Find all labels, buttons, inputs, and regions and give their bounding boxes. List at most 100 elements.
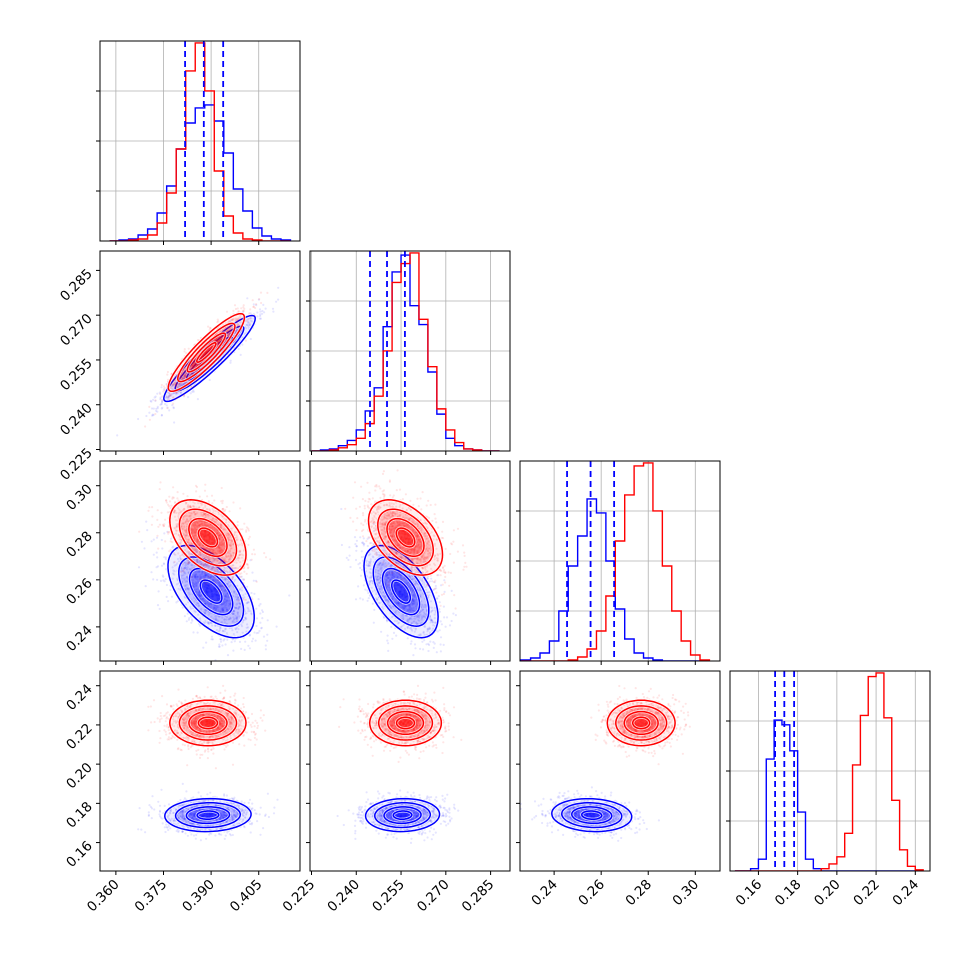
scatter-point [159, 403, 162, 406]
scatter-point [235, 606, 238, 609]
scatter-point [249, 308, 252, 311]
scatter-point [228, 543, 231, 547]
scatter-point [187, 562, 190, 565]
scatter-point [208, 378, 211, 382]
scatter-point [193, 534, 196, 537]
scatter-point [156, 410, 159, 413]
scatter-point [193, 362, 196, 365]
scatter-point [156, 578, 159, 581]
scatter-point [196, 339, 199, 342]
scatter-point [235, 598, 238, 601]
scatter-point [235, 534, 238, 537]
scatter-point [236, 556, 240, 559]
scatter-point [224, 560, 227, 563]
scatter-point [175, 523, 178, 526]
scatter-point [211, 568, 214, 571]
scatter-point [223, 559, 226, 562]
scatter-point [227, 618, 231, 621]
scatter-point [192, 390, 195, 393]
scatter-point [156, 392, 159, 395]
histogram-panel-3 [730, 671, 930, 871]
scatter-point [225, 601, 228, 605]
contour-blue [199, 579, 223, 604]
scatter-point [151, 515, 154, 518]
scatter-point [198, 593, 201, 596]
scatter-point [257, 631, 260, 634]
scatter-point [224, 594, 227, 597]
scatter-point [217, 619, 220, 622]
scatter-point [384, 583, 387, 586]
scatter-point [237, 317, 240, 320]
scatter-point [223, 618, 226, 622]
scatter-point [182, 522, 185, 525]
scatter-point [249, 312, 252, 315]
scatter-point [216, 531, 219, 535]
scatter-point [191, 619, 194, 622]
scatter-point [217, 584, 220, 587]
scatter-point [255, 624, 258, 628]
scatter-point [224, 628, 227, 631]
scatter-point [163, 532, 166, 535]
scatter-point [247, 601, 250, 604]
scatter-point [169, 548, 172, 552]
scatter-point [199, 553, 202, 557]
scatter-point [261, 610, 264, 614]
scatter-point [231, 612, 234, 616]
scatter-point [178, 382, 181, 385]
scatter-point [183, 579, 186, 582]
scatter-point [361, 598, 364, 601]
scatter-point [227, 604, 230, 607]
scatter-point [144, 585, 147, 588]
scatter-point [378, 581, 381, 584]
histogram-red-3 [734, 672, 924, 871]
scatter-point [183, 373, 186, 376]
scatter-point [218, 534, 221, 538]
scatter-point [209, 526, 212, 529]
scatter-point [243, 598, 246, 601]
scatter-point [222, 603, 225, 606]
scatter-point [230, 547, 233, 550]
scatter-point [219, 627, 222, 630]
scatter-point [152, 578, 155, 581]
scatter-point [198, 594, 201, 597]
scatter-point [196, 524, 199, 527]
scatter-point [238, 605, 241, 608]
scatter-point [184, 584, 187, 587]
scatter-point [177, 552, 180, 555]
scatter-point [205, 524, 208, 527]
scatter-point [220, 544, 223, 547]
scatter-point [204, 574, 207, 578]
scatter-point [219, 335, 222, 338]
scatter-point [220, 585, 223, 588]
scatter-point [204, 524, 207, 527]
scatter-point [220, 568, 223, 571]
scatter-point [182, 382, 186, 385]
scatter-point [227, 552, 230, 555]
scatter-point [220, 607, 223, 610]
scatter-point [174, 383, 177, 386]
scatter-point [206, 621, 209, 624]
scatter-point [225, 661, 227, 663]
scatter-point [184, 535, 187, 538]
histogram-red-2 [521, 462, 711, 661]
scatter-point [207, 325, 210, 328]
scatter-point [205, 601, 208, 605]
scatter-point [172, 384, 175, 387]
scatter-point [217, 340, 220, 343]
scatter-point [226, 327, 229, 330]
scatter-point [234, 317, 238, 320]
scatter-point [231, 612, 234, 615]
scatter-point [200, 513, 203, 517]
scatter-point [340, 507, 343, 511]
scatter-point [187, 587, 190, 590]
scatter-point [214, 624, 217, 627]
scatter-point [246, 297, 249, 300]
scatter-point [217, 512, 220, 516]
histogram-blue-0 [109, 104, 292, 241]
scatter-point [174, 553, 177, 556]
scatter-point [243, 648, 246, 652]
scatter-point [234, 318, 237, 321]
scatter-point [217, 566, 220, 570]
scatter-point [231, 567, 234, 570]
scatter-point [239, 507, 242, 510]
